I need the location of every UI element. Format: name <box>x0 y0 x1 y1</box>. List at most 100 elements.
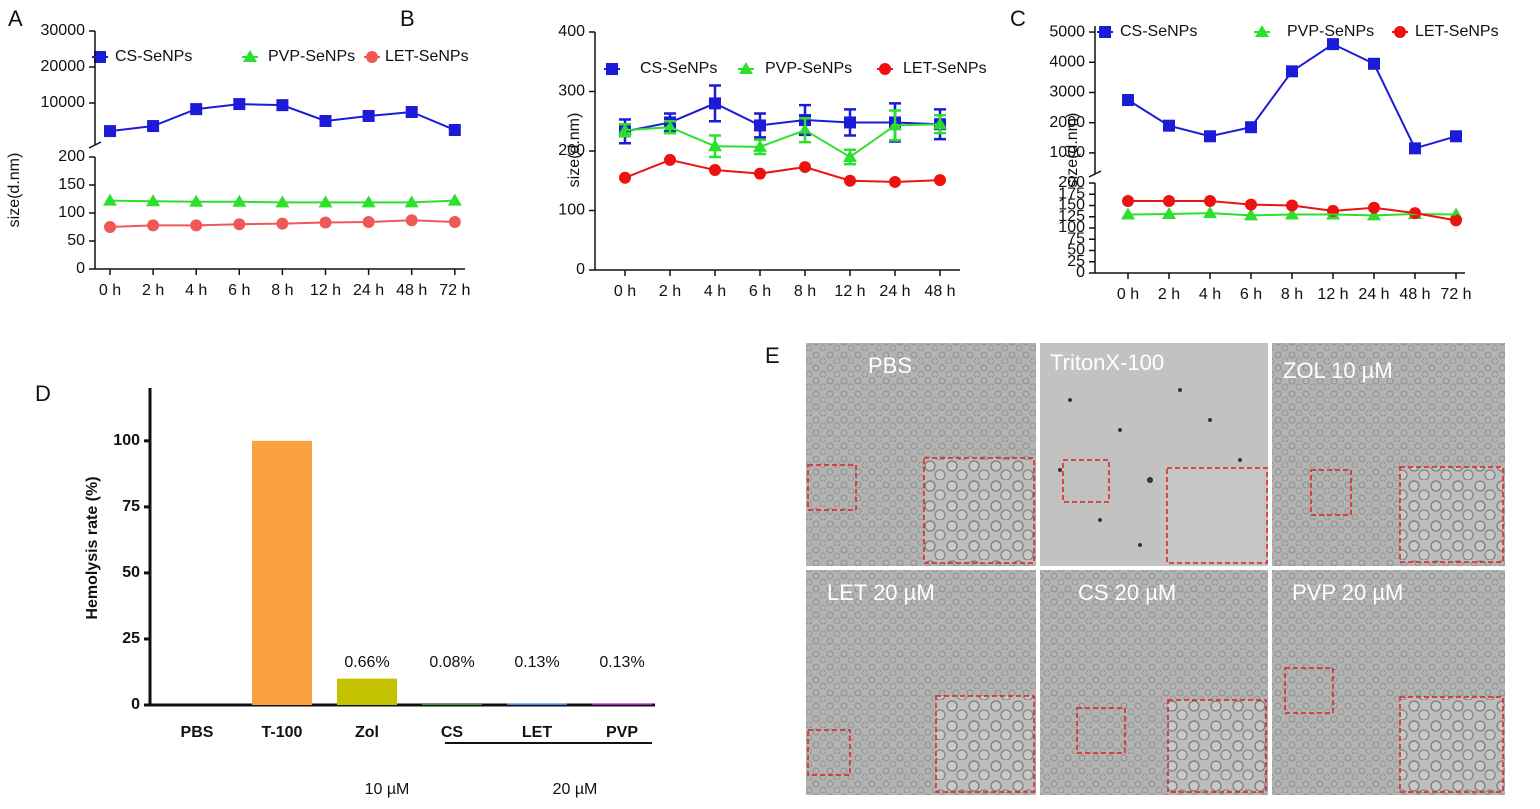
y-tick-label: 0 <box>131 696 140 713</box>
legend-label: CS-SeNPs <box>115 48 192 65</box>
zoom-boxes <box>807 457 1504 793</box>
x-tick-label: 4 h <box>704 283 726 300</box>
x-tick-label: 24 h <box>1358 286 1389 303</box>
x-tick-label: 12 h <box>310 282 341 299</box>
bar <box>422 704 482 705</box>
legend-label: PVP-SeNPs <box>1287 23 1374 40</box>
y-tick-label: 0 <box>1076 264 1085 281</box>
y-tick-label: 0 <box>576 261 585 278</box>
x-tick-label: 0 h <box>1117 286 1139 303</box>
x-tick-label: 8 h <box>1281 286 1303 303</box>
legend-label: CS-SeNPs <box>1120 23 1197 40</box>
x-tick-label: 6 h <box>749 283 771 300</box>
y-tick-label: 200 <box>558 142 585 159</box>
series-line <box>109 199 455 204</box>
y-tick-label: 100 <box>558 202 585 219</box>
y-tick-label: 4000 <box>1049 53 1085 70</box>
y-tick-label: 100 <box>1058 219 1085 236</box>
x-tick-label: 24 h <box>879 283 910 300</box>
x-tick-label: 72 h <box>1440 286 1471 303</box>
x-tick-label: 0 h <box>614 283 636 300</box>
x-tick-label: Zol <box>355 724 379 741</box>
y-axis-label: Hemolysis rate (%) <box>84 476 101 619</box>
marker <box>1285 207 1299 220</box>
y-tick-label: 300 <box>558 83 585 100</box>
error-bar <box>709 134 721 159</box>
y-tick-label: 25 <box>1067 253 1085 270</box>
image-label: CS 20 µM <box>1078 580 1176 605</box>
series-line <box>624 158 941 183</box>
y-tick-label: 0 <box>76 260 85 277</box>
y-axis-label: size(d.nm) <box>1064 113 1081 188</box>
series-line <box>624 102 941 133</box>
y-tick-label: 10000 <box>41 94 86 111</box>
x-tick-label: 48 h <box>1399 286 1430 303</box>
image-label: TritonX-100 <box>1050 350 1164 375</box>
x-tick-label: PVP <box>606 724 638 741</box>
y-tick-label: 75 <box>1067 230 1085 247</box>
legend-label: LET-SeNPs <box>385 48 469 65</box>
legend-label: LET-SeNPs <box>903 60 987 77</box>
marker <box>103 193 117 206</box>
y-tick-label: 30000 <box>41 22 86 39</box>
series-line <box>1128 200 1457 222</box>
x-tick-label: PBS <box>181 724 214 741</box>
y-axis-label: size(d.nm) <box>566 113 583 188</box>
annotation: 0.13% <box>599 654 644 671</box>
series-line <box>109 219 455 228</box>
error-bar <box>754 112 766 139</box>
panel-e <box>800 338 1510 800</box>
panel-d: D 0 25 50 75 100 Hemolysis rate (%) PBS T-100 Zol… <box>35 381 655 798</box>
panel-b: B 0 100 200 300 400 size(d.nm) 0 h 2 h 4 h 6 h 8 h 1… <box>400 6 987 300</box>
legend-label: CS-SeNPs <box>640 60 717 77</box>
image-label: ZOL 10 µM <box>1283 358 1393 383</box>
y-tick-label: 20000 <box>41 58 86 75</box>
y-tick-label: 75 <box>122 498 140 515</box>
x-tick-label: 4 h <box>1199 286 1221 303</box>
x-tick-label: 48 h <box>396 282 427 299</box>
y-tick-label: 25 <box>122 630 140 647</box>
bar <box>252 440 312 705</box>
panel-letter: A <box>8 6 23 31</box>
bar <box>337 678 397 705</box>
y-tick-label: 175 <box>1058 185 1085 202</box>
x-tick-label: 8 h <box>794 283 816 300</box>
annotation: 0.13% <box>514 654 559 671</box>
x-tick-label: 6 h <box>228 282 250 299</box>
image-label: PBS <box>868 353 912 378</box>
group-label: 20 µM <box>553 781 598 798</box>
y-tick-label: 50 <box>67 232 85 249</box>
image-label: PVP 20 µM <box>1292 580 1403 605</box>
x-tick-label: 24 h <box>353 282 384 299</box>
x-tick-label: 12 h <box>1317 286 1348 303</box>
y-tick-label: 50 <box>122 564 140 581</box>
error-bar <box>709 84 721 123</box>
series-line <box>624 123 941 159</box>
x-tick-label: 2 h <box>1158 286 1180 303</box>
image-label: LET 20 µM <box>827 580 935 605</box>
y-axis-label: size(d.nm) <box>6 153 23 228</box>
annotation: 0.66% <box>344 654 389 671</box>
bar <box>592 703 652 705</box>
y-tick-label: 50 <box>1067 242 1085 259</box>
y-tick-label: 1000 <box>1049 144 1085 161</box>
error-bar <box>934 114 946 135</box>
series-line <box>1127 42 1457 150</box>
x-tick-label: 8 h <box>271 282 293 299</box>
panel-letter: E <box>765 343 780 368</box>
y-tick-label: 3000 <box>1049 84 1085 101</box>
legend-label: PVP-SeNPs <box>765 60 852 77</box>
error-bar <box>799 117 811 144</box>
legend-label: PVP-SeNPs <box>268 48 355 65</box>
group-label: 10 µM <box>365 781 410 798</box>
x-tick-label: CS <box>441 724 464 741</box>
y-tick-label: 400 <box>558 23 585 40</box>
series-line <box>109 103 456 133</box>
error-bar <box>664 120 676 135</box>
panel-letter: C <box>1010 6 1026 31</box>
error-bar <box>844 108 856 137</box>
error-bar <box>844 148 856 166</box>
error-bar <box>889 109 901 142</box>
